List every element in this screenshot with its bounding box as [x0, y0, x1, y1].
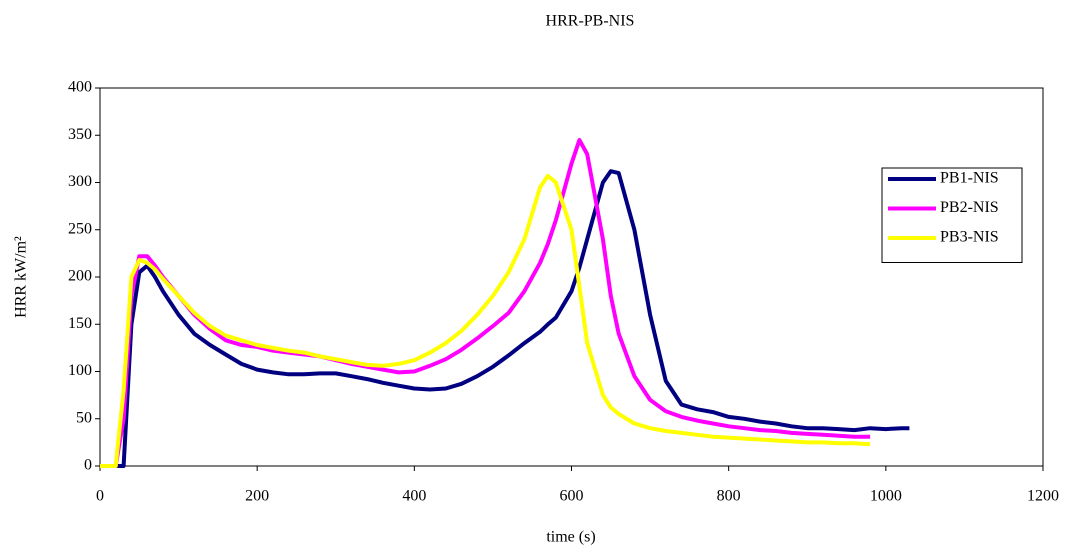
- y-axis-label: HRR kW/m²: [13, 236, 30, 318]
- y-tick-label: 200: [68, 268, 92, 285]
- y-tick-label: 0: [84, 457, 92, 474]
- y-tick-label: 100: [68, 362, 92, 379]
- y-tick-label: 50: [76, 409, 92, 426]
- legend-box: [881, 167, 1023, 263]
- y-tick-label: 300: [68, 173, 92, 190]
- y-tick-label: 150: [68, 315, 92, 332]
- x-tick-label: 0: [96, 488, 104, 505]
- y-tick-label: 400: [68, 79, 92, 96]
- x-tick-label: 800: [717, 488, 741, 505]
- legend-label: PB1-NIS: [940, 170, 999, 187]
- y-tick-label: 350: [68, 126, 92, 143]
- chart-title: HRR-PB-NIS: [546, 13, 635, 30]
- legend-label: PB2-NIS: [940, 199, 999, 216]
- x-tick-label: 1000: [870, 488, 902, 505]
- legend-label: PB3-NIS: [940, 229, 999, 246]
- x-tick-label: 200: [245, 488, 269, 505]
- x-tick-label: 600: [560, 488, 584, 505]
- series-line: [100, 173, 871, 468]
- plot-frame: [99, 87, 1044, 467]
- series-line: [100, 169, 910, 468]
- y-tick-label: 250: [68, 220, 92, 237]
- x-tick-label: 400: [402, 488, 426, 505]
- x-tick-label: 1200: [1027, 488, 1059, 505]
- x-axis-label: time (s): [546, 529, 595, 546]
